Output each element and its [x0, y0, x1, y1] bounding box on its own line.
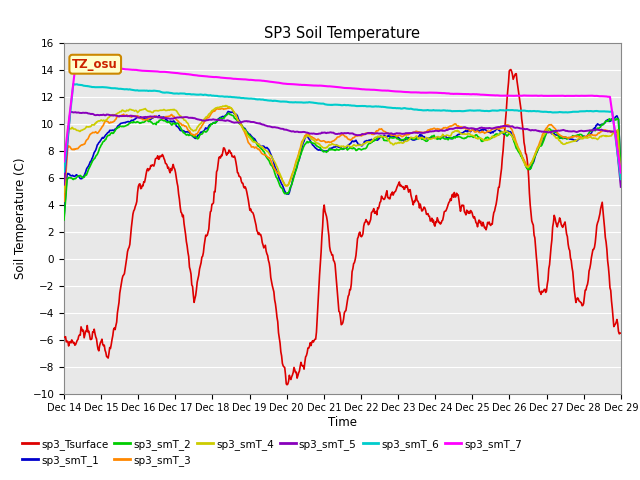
sp3_smT_7	[617, 170, 625, 176]
Line: sp3_smT_7: sp3_smT_7	[64, 64, 621, 173]
sp3_smT_2	[127, 120, 135, 125]
sp3_smT_5	[428, 129, 435, 134]
Line: sp3_smT_3: sp3_smT_3	[64, 108, 621, 201]
sp3_smT_6	[128, 87, 136, 93]
sp3_smT_2	[214, 118, 221, 124]
X-axis label: Time: Time	[328, 416, 357, 429]
Line: sp3_smT_1: sp3_smT_1	[64, 111, 621, 217]
sp3_smT_2	[428, 134, 435, 140]
sp3_smT_4	[214, 105, 221, 110]
sp3_smT_1	[214, 118, 221, 123]
sp3_smT_3	[184, 127, 192, 132]
sp3_smT_4	[411, 134, 419, 140]
sp3_smT_4	[184, 120, 192, 126]
sp3_smT_1	[127, 118, 135, 123]
Title: SP3 Soil Temperature: SP3 Soil Temperature	[264, 25, 420, 41]
Y-axis label: Soil Temperature (C): Soil Temperature (C)	[14, 157, 27, 279]
sp3_smT_6	[411, 107, 419, 112]
sp3_smT_4	[70, 126, 78, 132]
sp3_smT_1	[411, 137, 419, 143]
sp3_smT_3	[617, 180, 625, 186]
sp3_smT_2	[70, 176, 78, 181]
sp3_smT_5	[60, 182, 68, 188]
sp3_smT_3	[127, 114, 135, 120]
sp3_smT_7	[185, 72, 193, 77]
sp3_smT_2	[411, 136, 419, 142]
sp3_smT_5	[185, 115, 193, 120]
sp3_smT_6	[70, 81, 77, 87]
sp3_smT_5	[67, 109, 74, 115]
sp3_smT_5	[617, 184, 625, 190]
sp3_smT_7	[428, 90, 435, 96]
sp3_smT_6	[617, 176, 625, 182]
sp3_smT_3	[225, 105, 232, 110]
Line: sp3_Tsurface: sp3_Tsurface	[64, 70, 621, 385]
sp3_smT_4	[222, 103, 230, 108]
sp3_smT_4	[428, 136, 435, 142]
sp3_smT_5	[128, 113, 136, 119]
Line: sp3_smT_4: sp3_smT_4	[64, 106, 621, 192]
sp3_Tsurface	[283, 382, 291, 388]
sp3_smT_4	[617, 178, 625, 183]
sp3_smT_7	[214, 74, 222, 80]
sp3_smT_3	[70, 147, 78, 153]
sp3_smT_1	[617, 168, 625, 173]
Line: sp3_smT_2: sp3_smT_2	[64, 113, 621, 220]
sp3_smT_6	[214, 93, 222, 99]
sp3_smT_7	[60, 158, 68, 164]
sp3_Tsurface	[60, 335, 68, 340]
sp3_smT_1	[184, 129, 192, 135]
sp3_Tsurface	[70, 339, 78, 345]
sp3_smT_3	[60, 198, 68, 204]
sp3_smT_3	[214, 106, 221, 112]
sp3_smT_1	[70, 174, 78, 180]
sp3_Tsurface	[617, 330, 625, 336]
sp3_smT_3	[428, 126, 435, 132]
sp3_smT_5	[411, 130, 419, 135]
sp3_Tsurface	[428, 218, 435, 224]
sp3_smT_6	[185, 91, 193, 97]
sp3_smT_2	[617, 168, 625, 174]
sp3_smT_4	[127, 107, 135, 112]
sp3_smT_2	[225, 110, 232, 116]
sp3_Tsurface	[214, 167, 221, 173]
sp3_smT_7	[411, 89, 419, 95]
sp3_smT_6	[71, 82, 79, 87]
Legend: sp3_Tsurface, sp3_smT_1, sp3_smT_2, sp3_smT_3, sp3_smT_4, sp3_smT_5, sp3_smT_6, : sp3_Tsurface, sp3_smT_1, sp3_smT_2, sp3_…	[18, 434, 526, 470]
sp3_smT_5	[71, 109, 79, 115]
sp3_smT_6	[60, 169, 68, 175]
sp3_smT_1	[60, 215, 68, 220]
sp3_Tsurface	[127, 225, 135, 230]
sp3_smT_6	[428, 108, 435, 113]
sp3_Tsurface	[184, 249, 192, 255]
sp3_smT_7	[128, 67, 136, 72]
sp3_smT_1	[225, 108, 232, 114]
Line: sp3_smT_6: sp3_smT_6	[64, 84, 621, 179]
sp3_smT_2	[184, 132, 192, 137]
sp3_smT_2	[60, 217, 68, 223]
sp3_Tsurface	[507, 67, 515, 72]
sp3_smT_4	[60, 189, 68, 195]
sp3_smT_5	[214, 117, 222, 123]
sp3_smT_3	[411, 130, 419, 135]
sp3_smT_7	[70, 74, 78, 80]
sp3_smT_7	[72, 61, 79, 67]
Line: sp3_smT_5: sp3_smT_5	[64, 112, 621, 187]
sp3_smT_1	[428, 135, 435, 141]
Text: TZ_osu: TZ_osu	[72, 58, 118, 71]
sp3_Tsurface	[411, 199, 419, 204]
